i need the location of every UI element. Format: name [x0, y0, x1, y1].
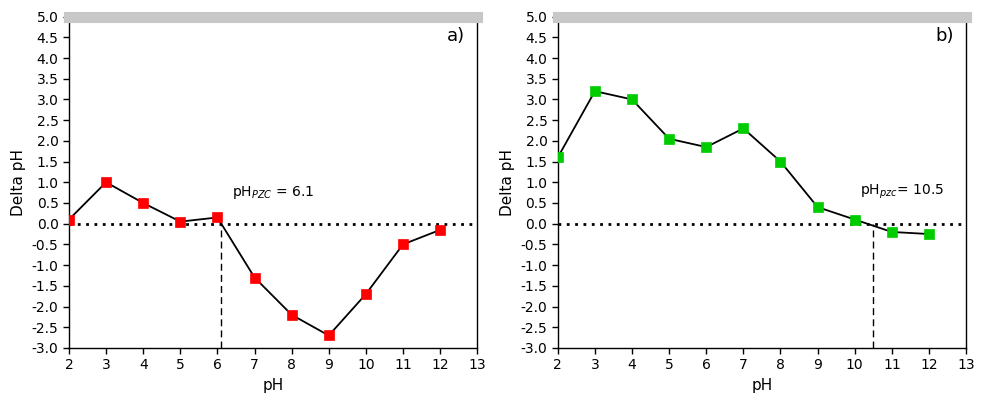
X-axis label: pH: pH — [751, 378, 773, 393]
X-axis label: pH: pH — [262, 378, 284, 393]
Y-axis label: Delta pH: Delta pH — [11, 149, 26, 216]
Text: pH$_{pzc}$= 10.5: pH$_{pzc}$= 10.5 — [861, 183, 945, 201]
Text: a): a) — [447, 27, 465, 44]
Text: b): b) — [936, 27, 953, 44]
Text: pH$_{PZC}$ = 6.1: pH$_{PZC}$ = 6.1 — [233, 184, 315, 201]
Y-axis label: Delta pH: Delta pH — [500, 149, 515, 216]
